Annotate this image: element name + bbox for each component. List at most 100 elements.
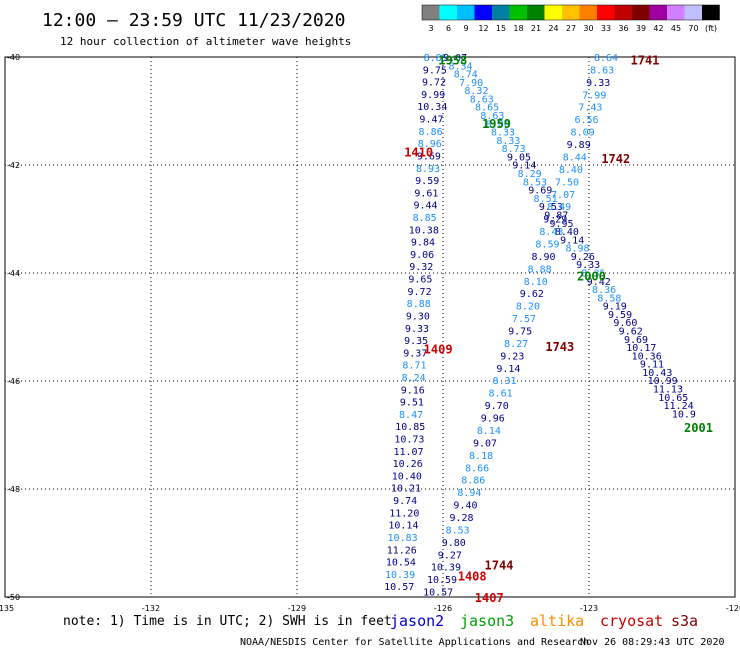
wave-height-label: 8.71: [402, 361, 426, 372]
time-label: 1958: [438, 54, 467, 68]
wave-height-label: 8.53: [446, 525, 470, 536]
wave-height-label: 8.86: [461, 476, 485, 487]
wave-height-label: 10.9: [672, 409, 696, 420]
legend-label: 45: [671, 24, 681, 33]
wave-height-label: 9.42: [587, 277, 611, 288]
legend-label: 12: [478, 24, 488, 33]
legend-swatch: [684, 5, 702, 20]
wave-height-label: 9.28: [450, 513, 474, 524]
wave-height-label: 9.65: [408, 275, 432, 286]
wave-height-label: 10.43: [642, 368, 672, 379]
time-label: 1742: [601, 152, 630, 166]
wave-height-label: 9.69: [417, 151, 441, 162]
wave-height-label: 9.62: [520, 289, 544, 300]
wave-height-label: 9.89: [567, 140, 591, 151]
wave-height-label: 9.51: [400, 398, 424, 409]
footer-timestamp: Nov 26 08:29:43 UTC 2020: [580, 637, 725, 648]
wave-height-label: 10.17: [626, 343, 656, 354]
wave-height-label: 8.93: [416, 164, 440, 175]
time-labels: 1958 1959 2000 2001 1741 1742 1743 1744 1410 1409…: [404, 54, 713, 605]
wave-height-label: 8.32: [464, 86, 488, 97]
time-label: 1407: [475, 591, 504, 605]
wave-height-label: 10.85: [395, 422, 425, 433]
x-tick-label: -129: [288, 604, 306, 613]
wave-height-label: 10.39: [385, 570, 415, 581]
wave-height-label: 9.72: [422, 78, 446, 89]
wave-height-label: 8.58: [597, 293, 621, 304]
wave-height-label: 9.33: [586, 78, 610, 89]
wave-height-label: 8.85: [424, 53, 448, 64]
wave-height-label: 9.07: [443, 53, 467, 64]
wave-height-label: 8.63: [590, 65, 614, 76]
satellite-name: s3a: [671, 612, 698, 630]
wave-height-label: 8.44: [563, 152, 587, 163]
legend-swatch: [509, 5, 527, 20]
chart-title: 12:00 — 23:59 UTC 11/23/2020: [42, 10, 345, 31]
wave-height-label: 7.07: [551, 190, 575, 201]
wave-height-label: 9.60: [613, 318, 637, 329]
wave-height-label: 8.86: [419, 127, 443, 138]
wave-height-label: 8.88: [407, 299, 431, 310]
legend-label: 18: [513, 24, 523, 33]
wave-height-label: 9.70: [485, 401, 509, 412]
wave-height-label: 10.65: [658, 393, 688, 404]
wave-height-label: 8.74: [454, 70, 478, 81]
wave-height-label: 6.56: [574, 115, 598, 126]
legend-swatch: [632, 5, 650, 20]
wave-height-label: 8.43: [539, 227, 563, 238]
legend-swatch: [422, 5, 440, 20]
wave-height-label: 8.66: [465, 463, 489, 474]
wave-height-label: 9.75: [423, 65, 447, 76]
wave-height-label: 9.14: [512, 161, 536, 172]
chart-subtitle: 12 hour collection of altimeter wave hei…: [60, 35, 351, 48]
wave-height-label: 10.34: [417, 102, 447, 113]
wave-height-label: 7.90: [459, 78, 483, 89]
wave-height-label: 9.19: [603, 302, 627, 313]
wave-height-label: 9.69: [624, 335, 648, 346]
x-tick-label: -120: [726, 604, 740, 613]
wave-height-label: 10.99: [648, 376, 678, 387]
wave-height-label: 9.40: [453, 501, 477, 512]
wave-height-label: 8.29: [518, 169, 542, 180]
y-tick-label: -46: [7, 377, 20, 386]
satellite-name: jason3: [460, 612, 514, 630]
legend-label: 39: [636, 24, 646, 33]
time-label: 2001: [684, 421, 713, 435]
wave-height-values: 8.859.759.729.9910.349.478.868.969.698.9…: [384, 53, 696, 599]
wave-height-label: 9.80: [442, 538, 466, 549]
wave-height-label: 9.96: [481, 414, 505, 425]
wave-height-label: 9.07: [473, 438, 497, 449]
legend-label: 70: [688, 24, 698, 33]
time-label: 1743: [545, 340, 574, 354]
legend-swatch: [667, 5, 685, 20]
y-tick-label: -48: [7, 485, 20, 494]
legend-label: 42: [653, 24, 663, 33]
wave-height-label: 8.73: [502, 144, 526, 155]
wave-height-label: 9.35: [404, 336, 428, 347]
wave-height-label: 9.16: [401, 385, 425, 396]
time-label: 1409: [424, 343, 453, 357]
plot-frame: [4, 56, 736, 598]
wave-height-label: 9.37: [403, 348, 427, 359]
wave-height-label: 9.47: [419, 115, 443, 126]
wave-height-label: 9.26: [571, 252, 595, 263]
time-label: 1410: [404, 146, 433, 160]
wave-height-label: 8.14: [477, 426, 501, 437]
legend-label: 21: [531, 24, 541, 33]
wave-height-label: 8.49: [547, 202, 571, 213]
wave-height-label: 8.59: [535, 239, 559, 250]
wave-height-label: 10.38: [409, 225, 439, 236]
wave-height-label: 10.83: [388, 533, 418, 544]
wave-height-label: 7.57: [512, 314, 536, 325]
time-label: 1959: [482, 117, 511, 131]
grid-lines: [5, 57, 735, 597]
wave-height-label: 8.64: [594, 53, 618, 64]
legend-swatch: [457, 5, 475, 20]
wave-height-label: 8.33: [496, 136, 520, 147]
wave-height-label: 10.57: [384, 582, 414, 593]
wave-height-label: 8.90: [532, 252, 556, 263]
wave-height-label: 8.27: [504, 339, 528, 350]
wave-height-label: 9.29: [543, 215, 567, 226]
legend-label: 15: [496, 24, 506, 33]
